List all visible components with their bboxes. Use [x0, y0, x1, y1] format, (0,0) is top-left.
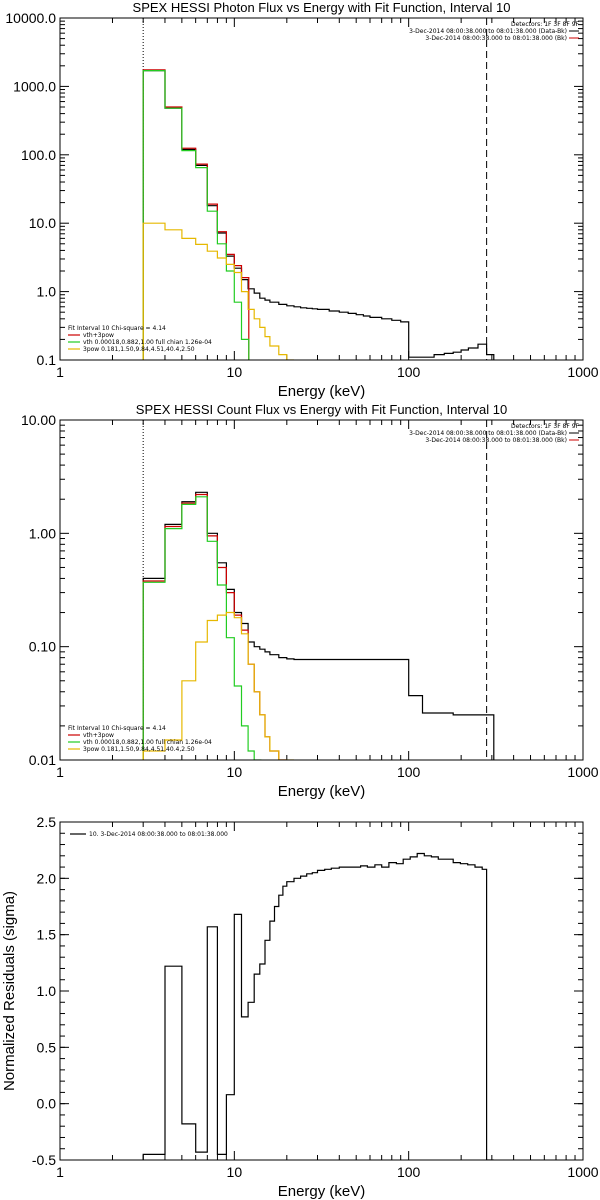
chart-title: SPEX HESSI Photon Flux vs Energy with Fi…: [133, 0, 511, 15]
x-tick-label: 10: [227, 1164, 243, 1180]
legend-entry: 3pow 0.181,1.50,9.84,4.51,40.4,2.50: [83, 346, 195, 353]
series-group: [142, 491, 495, 760]
x-tick-label: 10: [227, 364, 243, 380]
series-group: [142, 852, 494, 1160]
plot-frame: [59, 17, 584, 361]
detectors-label: Detectors: 1F 3F 8F 9F: [511, 423, 580, 430]
legend-entry: 3pow 0.181,1.50,9.84,4.51,40.4,2.50: [83, 746, 195, 753]
time-range-data: 3-Dec-2014 08:00:38.000 to 08:01:38.000 …: [409, 28, 567, 35]
x-tick-label: 1000: [567, 364, 598, 380]
y-tick-label: 10.0: [29, 215, 56, 231]
x-tick-label: 1: [56, 1164, 64, 1180]
y-tick-label: 10.00: [21, 412, 56, 428]
x-axis-label: Energy (keV): [278, 383, 366, 400]
x-tick-label: 100: [397, 364, 421, 380]
legend-entry: vth 0.00018,0.882,1.00 full chian 1.26e-…: [83, 739, 212, 746]
y-tick-label: 1.5: [37, 927, 57, 943]
y-tick-label: 0.01: [29, 752, 56, 768]
y-tick-label: 0.1: [37, 352, 57, 368]
x-axis-label: Energy (keV): [278, 783, 366, 800]
x-axis-label: Energy (keV): [278, 1183, 366, 1200]
y-tick-label: 1000.0: [13, 78, 56, 94]
y-tick-label: 1.00: [29, 525, 56, 541]
x-tick-label: 1000: [567, 764, 598, 780]
y-axis-label: Normalized Residuals (sigma): [1, 891, 18, 1091]
x-tick-label: 100: [397, 764, 421, 780]
y-tick-label: 1.0: [37, 983, 57, 999]
y-tick-label: 2.0: [37, 870, 57, 886]
x-tick-label: 10: [227, 764, 243, 780]
x-tick-label: 1000: [567, 1164, 598, 1180]
legend-title: Fit Interval 10 Chi-square = 4.14: [68, 325, 166, 332]
residuals-panel: 1 10 100 1000 -0.5 0.0 0.5 1.0 1.5 2.0 2.5 Energy (…: [1, 814, 599, 1200]
x-tick-label: 1: [56, 364, 64, 380]
photon-flux-panel: SPEX HESSI Photon Flux vs Energy with Fi…: [5, 0, 598, 400]
time-range-bk: 3-Dec-2014 08:00:38.000 to 08:01:38.000 …: [425, 35, 567, 42]
y-tick-label: 0.0: [37, 1096, 57, 1112]
y-tick-label: 0.10: [29, 639, 56, 655]
count-flux-panel: SPEX HESSI Count Flux vs Energy with Fit…: [21, 402, 599, 800]
y-tick-label: 0.5: [37, 1039, 57, 1055]
series-line-vth: [142, 70, 250, 360]
legend-title: Fit Interval 10 Chi-square = 4.14: [68, 725, 166, 732]
series-line-data: [142, 70, 495, 360]
time-range-data: 3-Dec-2014 08:00:38.000 to 08:01:38.000 …: [409, 430, 567, 437]
y-tick-label: 2.5: [37, 814, 57, 830]
y-tick-label: 100.0: [21, 147, 56, 163]
y-tick-label: 1.0: [37, 284, 57, 300]
time-range-bk: 3-Dec-2014 08:00:38.000 to 08:01:38.000 …: [425, 437, 567, 444]
series-line-vth+3pow: [142, 69, 250, 360]
legend-entry: 10. 3-Dec-2014 08:00:38.000 to 08:01:38.…: [89, 831, 228, 838]
detectors-label: Detectors: 1F 3F 8F 9F: [511, 21, 580, 28]
plot-frame: [59, 419, 584, 761]
y-tick-label: 10000.0: [5, 10, 56, 26]
chart-title: SPEX HESSI Count Flux vs Energy with Fit…: [136, 402, 507, 417]
legend-entry: vth 0.00018,0.882,1.00 full chian 1.26e-…: [83, 339, 212, 346]
plot-frame: [59, 821, 584, 1161]
series-line-10. 3-Dec-2014 08:00:38.000 to 08:01:38.000: [142, 852, 494, 1160]
legend-entry: vth+3pow: [83, 732, 114, 739]
y-tick-label: -0.5: [32, 1152, 56, 1168]
series-group: [142, 69, 495, 360]
x-tick-label: 1: [56, 764, 64, 780]
series-line-data: [142, 491, 495, 760]
series-line-vth: [142, 496, 262, 760]
legend-entry: vth+3pow: [83, 332, 114, 339]
series-line-3pow: [142, 611, 294, 760]
series-line-3pow: [142, 222, 294, 360]
x-tick-label: 100: [397, 1164, 421, 1180]
